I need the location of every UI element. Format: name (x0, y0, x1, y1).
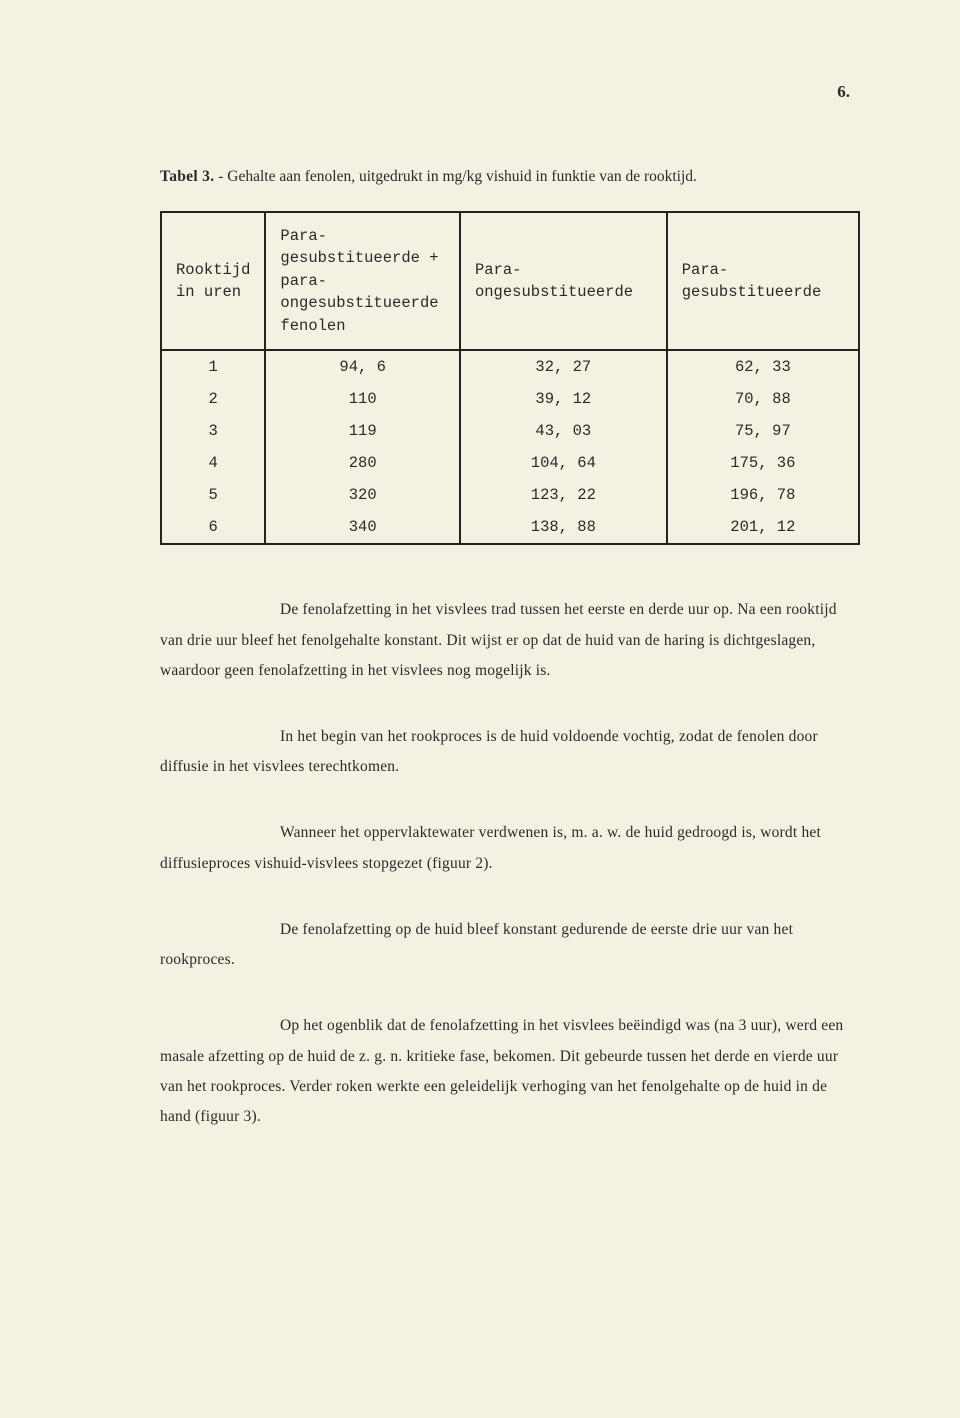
cell: 104, 64 (460, 447, 667, 479)
phenol-table: Rooktijd in uren Para- gesubstitueerde +… (160, 211, 860, 545)
table-row: 4280104, 64175, 36 (161, 447, 859, 479)
cell: 119 (265, 415, 460, 447)
table-row: 5320123, 22196, 78 (161, 479, 859, 511)
p2-text: In het begin van het rookproces is de hu… (160, 728, 818, 775)
cell: 123, 22 (460, 479, 667, 511)
cell: 1 (161, 350, 265, 383)
col-sum: Para- gesubstitueerde + para- ongesubsti… (265, 212, 460, 350)
cell: 70, 88 (667, 383, 859, 415)
table-row: 6340138, 88201, 12 (161, 511, 859, 544)
cell: 138, 88 (460, 511, 667, 544)
cell: 4 (161, 447, 265, 479)
cell: 320 (265, 479, 460, 511)
cell: 5 (161, 479, 265, 511)
table-caption: Tabel 3. - Gehalte aan fenolen, uitgedru… (160, 165, 860, 189)
col-rooktijd: Rooktijd in uren (161, 212, 265, 350)
cell: 6 (161, 511, 265, 544)
table-row: 194, 632, 2762, 33 (161, 350, 859, 383)
paragraph-3: Wanneer het oppervlaktewater verdwenen i… (160, 818, 860, 878)
cell: 32, 27 (460, 350, 667, 383)
p3-text: Wanneer het oppervlaktewater verdwenen i… (160, 824, 821, 871)
p4-text: De fenolafzetting op de huid bleef konst… (160, 921, 793, 968)
page-number: 6. (837, 82, 850, 102)
caption-lead: Tabel 3. (160, 168, 214, 185)
cell: 340 (265, 511, 460, 544)
paragraph-2: In het begin van het rookproces is de hu… (160, 722, 860, 782)
p5-text: Op het ogenblik dat de fenolafzetting in… (160, 1017, 843, 1125)
col-gesub: Para- gesubstitueerde (667, 212, 859, 350)
p1-text: De fenolafzetting in het visvlees trad t… (160, 601, 837, 678)
cell: 94, 6 (265, 350, 460, 383)
cell: 2 (161, 383, 265, 415)
paragraph-4: De fenolafzetting op de huid bleef konst… (160, 915, 860, 975)
table-row: 311943, 0375, 97 (161, 415, 859, 447)
cell: 62, 33 (667, 350, 859, 383)
cell: 280 (265, 447, 460, 479)
cell: 75, 97 (667, 415, 859, 447)
cell: 201, 12 (667, 511, 859, 544)
caption-rest: - Gehalte aan fenolen, uitgedrukt in mg/… (214, 168, 697, 185)
paragraph-1: De fenolafzetting in het visvlees trad t… (160, 595, 860, 686)
table-row: 211039, 1270, 88 (161, 383, 859, 415)
cell: 196, 78 (667, 479, 859, 511)
cell: 110 (265, 383, 460, 415)
cell: 39, 12 (460, 383, 667, 415)
cell: 175, 36 (667, 447, 859, 479)
col-onge: Para- ongesubstitueerde (460, 212, 667, 350)
paragraph-5: Op het ogenblik dat de fenolafzetting in… (160, 1011, 860, 1132)
cell: 43, 03 (460, 415, 667, 447)
cell: 3 (161, 415, 265, 447)
table-header-row: Rooktijd in uren Para- gesubstitueerde +… (161, 212, 859, 350)
